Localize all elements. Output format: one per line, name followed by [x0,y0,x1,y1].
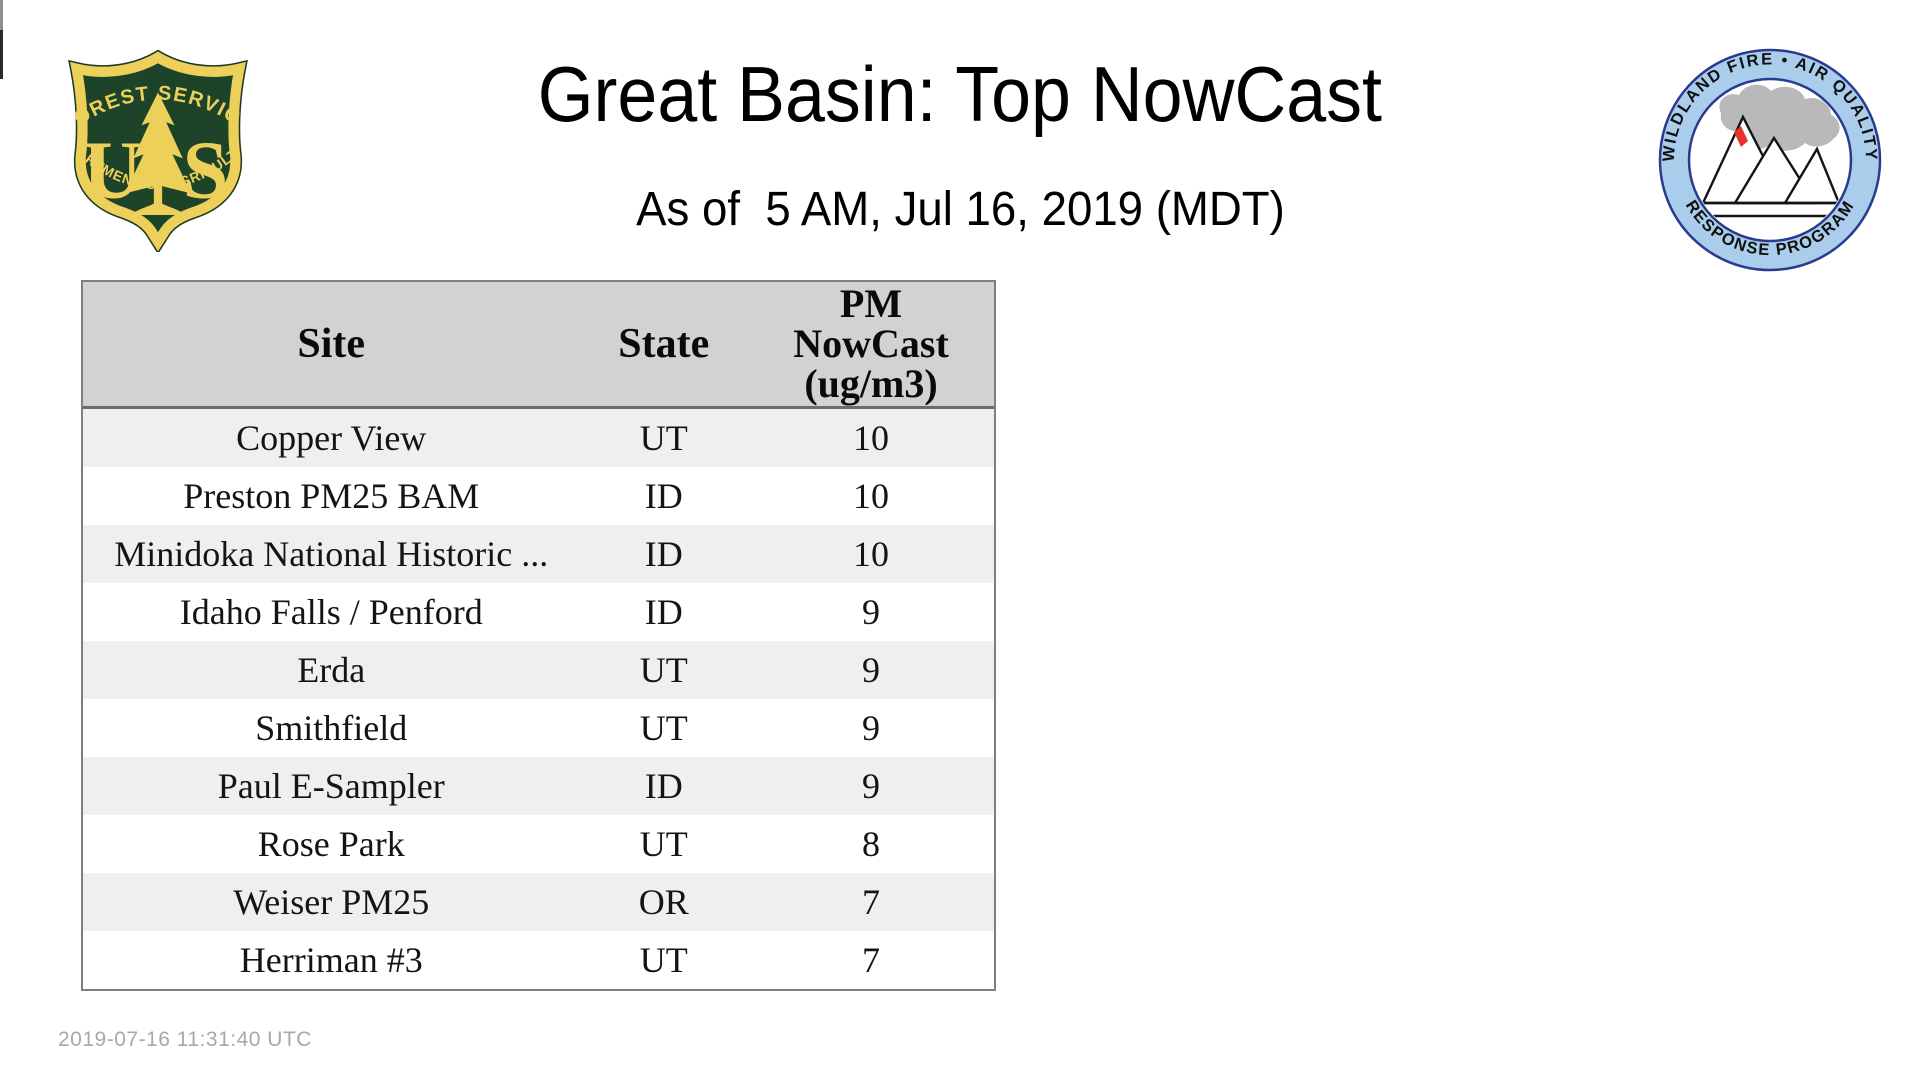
table-row: Weiser PM25 OR 7 [83,873,994,931]
cell-pm-nowcast: 8 [862,824,880,864]
table-body: Copper View UT 10 Preston PM25 BAM ID 10… [83,409,994,989]
generated-timestamp: 2019-07-16 11:31:40 UTC [58,1028,312,1051]
cell-site: Preston PM25 BAM [183,476,480,516]
table-row: Preston PM25 BAM ID 10 [83,467,994,525]
pm-header-line-1: PM [839,281,903,326]
fire-marker-icon [1734,126,1748,147]
wfaqrp-logo: WILDLAND FIRE • AIR QUALITY RESPONSE PRO… [1658,48,1882,272]
cell-pm-nowcast: 7 [862,882,880,922]
usfs-pine-tree-icon [125,92,191,216]
cell-site: Smithfield [255,708,408,748]
usfs-letter-u: U [83,125,143,216]
column-header-state: State [618,321,710,367]
cell-state: UT [639,824,688,864]
cell-state: ID [644,476,683,516]
cell-state: UT [639,650,688,690]
cell-pm-nowcast: 9 [862,708,880,748]
page-title-text: Great Basin: Top NowCast [537,50,1383,138]
table-row: Herriman #3 UT 7 [83,931,994,989]
cell-site: Copper View [236,418,427,458]
cell-state: UT [639,940,688,980]
cell-site: Idaho Falls / Penford [179,592,483,632]
table-row: Minidoka National Historic ... ID 10 [83,525,994,583]
pm-header-line-3: (ug/m3) [804,361,938,406]
cell-site: Erda [297,650,366,690]
page-title: Great Basin: Top NowCast [0,50,1920,138]
table-row: Copper View UT 10 [83,409,994,467]
page-subtitle-text: As of 5 AM, Jul 16, 2019 (MDT) [635,183,1285,236]
cell-state: ID [644,592,683,632]
cell-pm-nowcast: 9 [862,650,880,690]
nowcast-table: Site State PM NowCast (ug/m3) Copper Vie… [81,280,996,991]
cell-site: Paul E-Sampler [217,766,445,806]
cell-state: UT [639,708,688,748]
table-header-row: Site State PM NowCast (ug/m3) [83,282,994,409]
cell-state: OR [638,882,689,922]
cell-pm-nowcast: 9 [862,592,880,632]
cell-pm-nowcast: 9 [862,766,880,806]
cell-site: Minidoka National Historic ... [114,534,549,574]
screen-edge-artifact-dark [0,30,3,79]
column-header-pm-nowcast: PM NowCast (ug/m3) [748,284,994,404]
cell-site: Herriman #3 [239,940,423,980]
cell-pm-nowcast: 10 [853,534,889,574]
cell-state: ID [644,766,683,806]
pm-header-line-2: NowCast [793,321,949,366]
cell-pm-nowcast: 10 [853,476,889,516]
usfs-logo: FOREST SERVICE DEPARTMENT OF AGRICULTURE… [55,40,248,252]
table-row: Erda UT 9 [83,641,994,699]
usfs-letter-s: S [182,125,228,216]
cell-state: UT [639,418,688,458]
table-row: Rose Park UT 8 [83,815,994,873]
cell-state: ID [644,534,683,574]
table-row: Smithfield UT 9 [83,699,994,757]
cell-pm-nowcast: 10 [853,418,889,458]
cell-pm-nowcast: 7 [862,940,880,980]
cell-site: Weiser PM25 [233,882,430,922]
table-row: Idaho Falls / Penford ID 9 [83,583,994,641]
cell-site: Rose Park [257,824,405,864]
column-header-site: Site [297,321,366,367]
table-row: Paul E-Sampler ID 9 [83,757,994,815]
page-subtitle: As of 5 AM, Jul 16, 2019 (MDT) [0,183,1920,237]
